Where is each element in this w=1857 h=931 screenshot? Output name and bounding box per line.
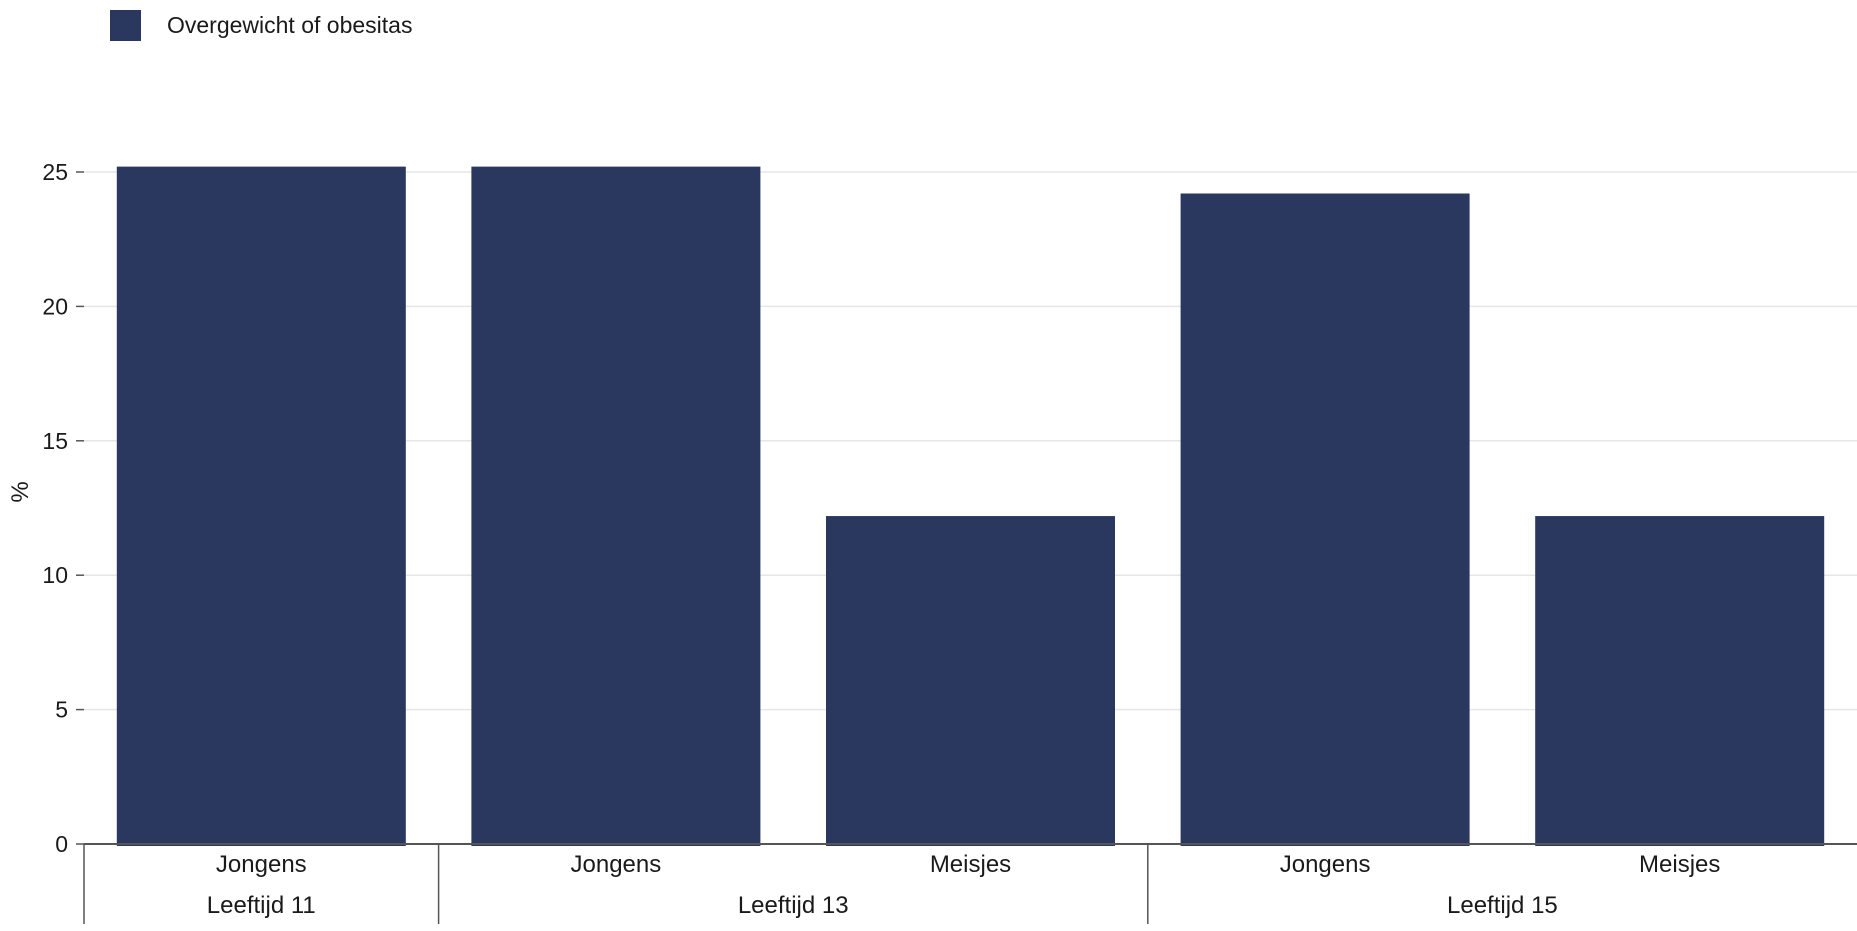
- x-tick-label: Meisjes: [930, 851, 1011, 878]
- y-axis: 0 5 10 15 20 25: [42, 159, 84, 857]
- x-tick-label: Meisjes: [1639, 851, 1720, 878]
- legend-swatch: [110, 10, 141, 41]
- bar: [471, 166, 761, 846]
- y-tick-label: 20: [42, 293, 68, 319]
- bar: [116, 166, 406, 846]
- bar: [1535, 516, 1825, 846]
- bar: [1180, 193, 1470, 846]
- x-tick-label: Jongens: [571, 851, 662, 878]
- bar: [826, 516, 1115, 846]
- legend-label: Overgewicht of obesitas: [167, 12, 413, 38]
- y-tick-label: 5: [55, 697, 68, 723]
- group-label: Leeftijd 13: [738, 892, 849, 919]
- y-tick-label: 15: [42, 428, 68, 454]
- y-tick-label: 10: [42, 562, 68, 588]
- legend: Overgewicht of obesitas: [110, 10, 412, 41]
- group-label: Leeftijd 11: [207, 892, 316, 919]
- y-axis-label: %: [7, 481, 34, 502]
- group-label: Leeftijd 15: [1447, 892, 1558, 919]
- x-tick-label: Jongens: [216, 851, 307, 878]
- x-axis: Jongens Jongens Meisjes Jongens Meisjes Leeft…: [83, 843, 1857, 924]
- y-tick-label: 25: [42, 159, 68, 185]
- bars: [116, 166, 1825, 846]
- x-tick-label: Jongens: [1280, 851, 1371, 878]
- y-tick-label: 0: [55, 831, 68, 857]
